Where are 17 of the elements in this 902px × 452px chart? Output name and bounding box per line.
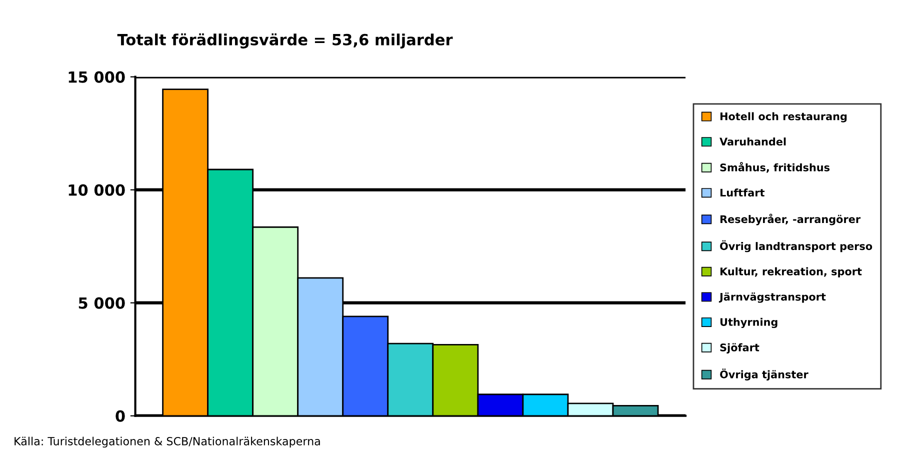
y-tick-label: 15 000 xyxy=(68,71,125,83)
legend-label: Övriga tjänster xyxy=(720,368,808,380)
legend-label: Resebyråer, -arrangörer xyxy=(720,214,861,226)
legend-label: Uthyrning xyxy=(720,318,778,328)
text: Källa: Turistdelegationen & SCB/Nationalräkenskaperna xyxy=(14,436,320,448)
legend-label: Kultur, rekreation, sport xyxy=(720,267,862,278)
legend-label: Luftfart xyxy=(720,188,765,197)
legend-label: Hotell och restaurang xyxy=(720,112,847,122)
legend-label: Övrig landtransport perso xyxy=(720,240,872,252)
y-tick-label: 10 000 xyxy=(68,184,125,196)
y-tick-label: 5 000 xyxy=(78,297,125,309)
legend-label: Sjöfart xyxy=(720,343,760,354)
legend-label: Varuhandel xyxy=(720,137,786,146)
y-tick-label: 0 xyxy=(116,410,125,422)
chart-title: Totalt förädlingsvärde = 53,6 miljarder xyxy=(117,33,453,48)
legend-label: Järnvägstransport xyxy=(718,292,826,303)
legend-label: Småhus, fritidshus xyxy=(720,162,830,173)
